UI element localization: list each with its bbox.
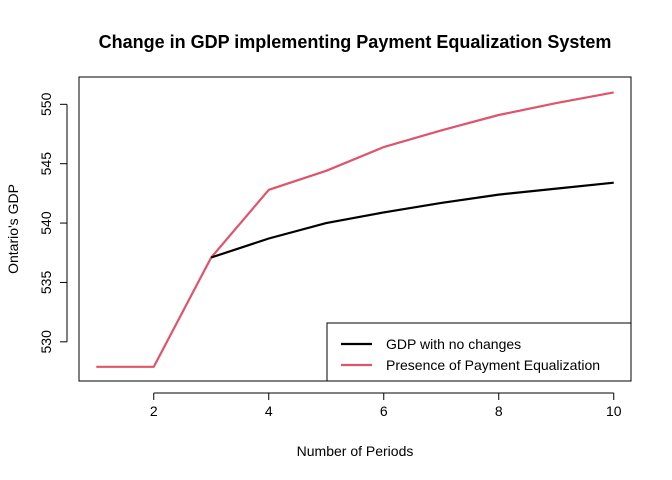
y-tick-label: 540 (38, 211, 54, 235)
legend-label: GDP with no changes (386, 336, 521, 352)
y-tick-label: 535 (38, 271, 54, 295)
legend-box (326, 322, 632, 382)
x-tick-label: 2 (150, 403, 158, 419)
series-layer (96, 91, 614, 368)
x-axis-label: Number of Periods (297, 443, 414, 459)
legend-label: Presence of Payment Equalization (386, 357, 600, 373)
x-axis: 2 4 6 8 10 (150, 392, 622, 419)
x-tick-label: 8 (495, 403, 503, 419)
y-axis: 530 535 540 545 550 (38, 92, 68, 354)
legend: GDP with no changes Presence of Payment E… (326, 322, 632, 382)
x-tick-label: 6 (380, 403, 388, 419)
x-tick-label: 10 (606, 403, 622, 419)
series-line (210, 181, 614, 259)
y-axis-label: Ontario's GDP (5, 184, 21, 274)
x-tick-label: 4 (265, 403, 273, 419)
y-tick-label: 550 (38, 92, 54, 116)
chart-title: Change in GDP implementing Payment Equal… (99, 32, 612, 52)
y-tick-label: 530 (38, 330, 54, 354)
series-line (96, 91, 614, 368)
y-tick-label: 545 (38, 152, 54, 176)
